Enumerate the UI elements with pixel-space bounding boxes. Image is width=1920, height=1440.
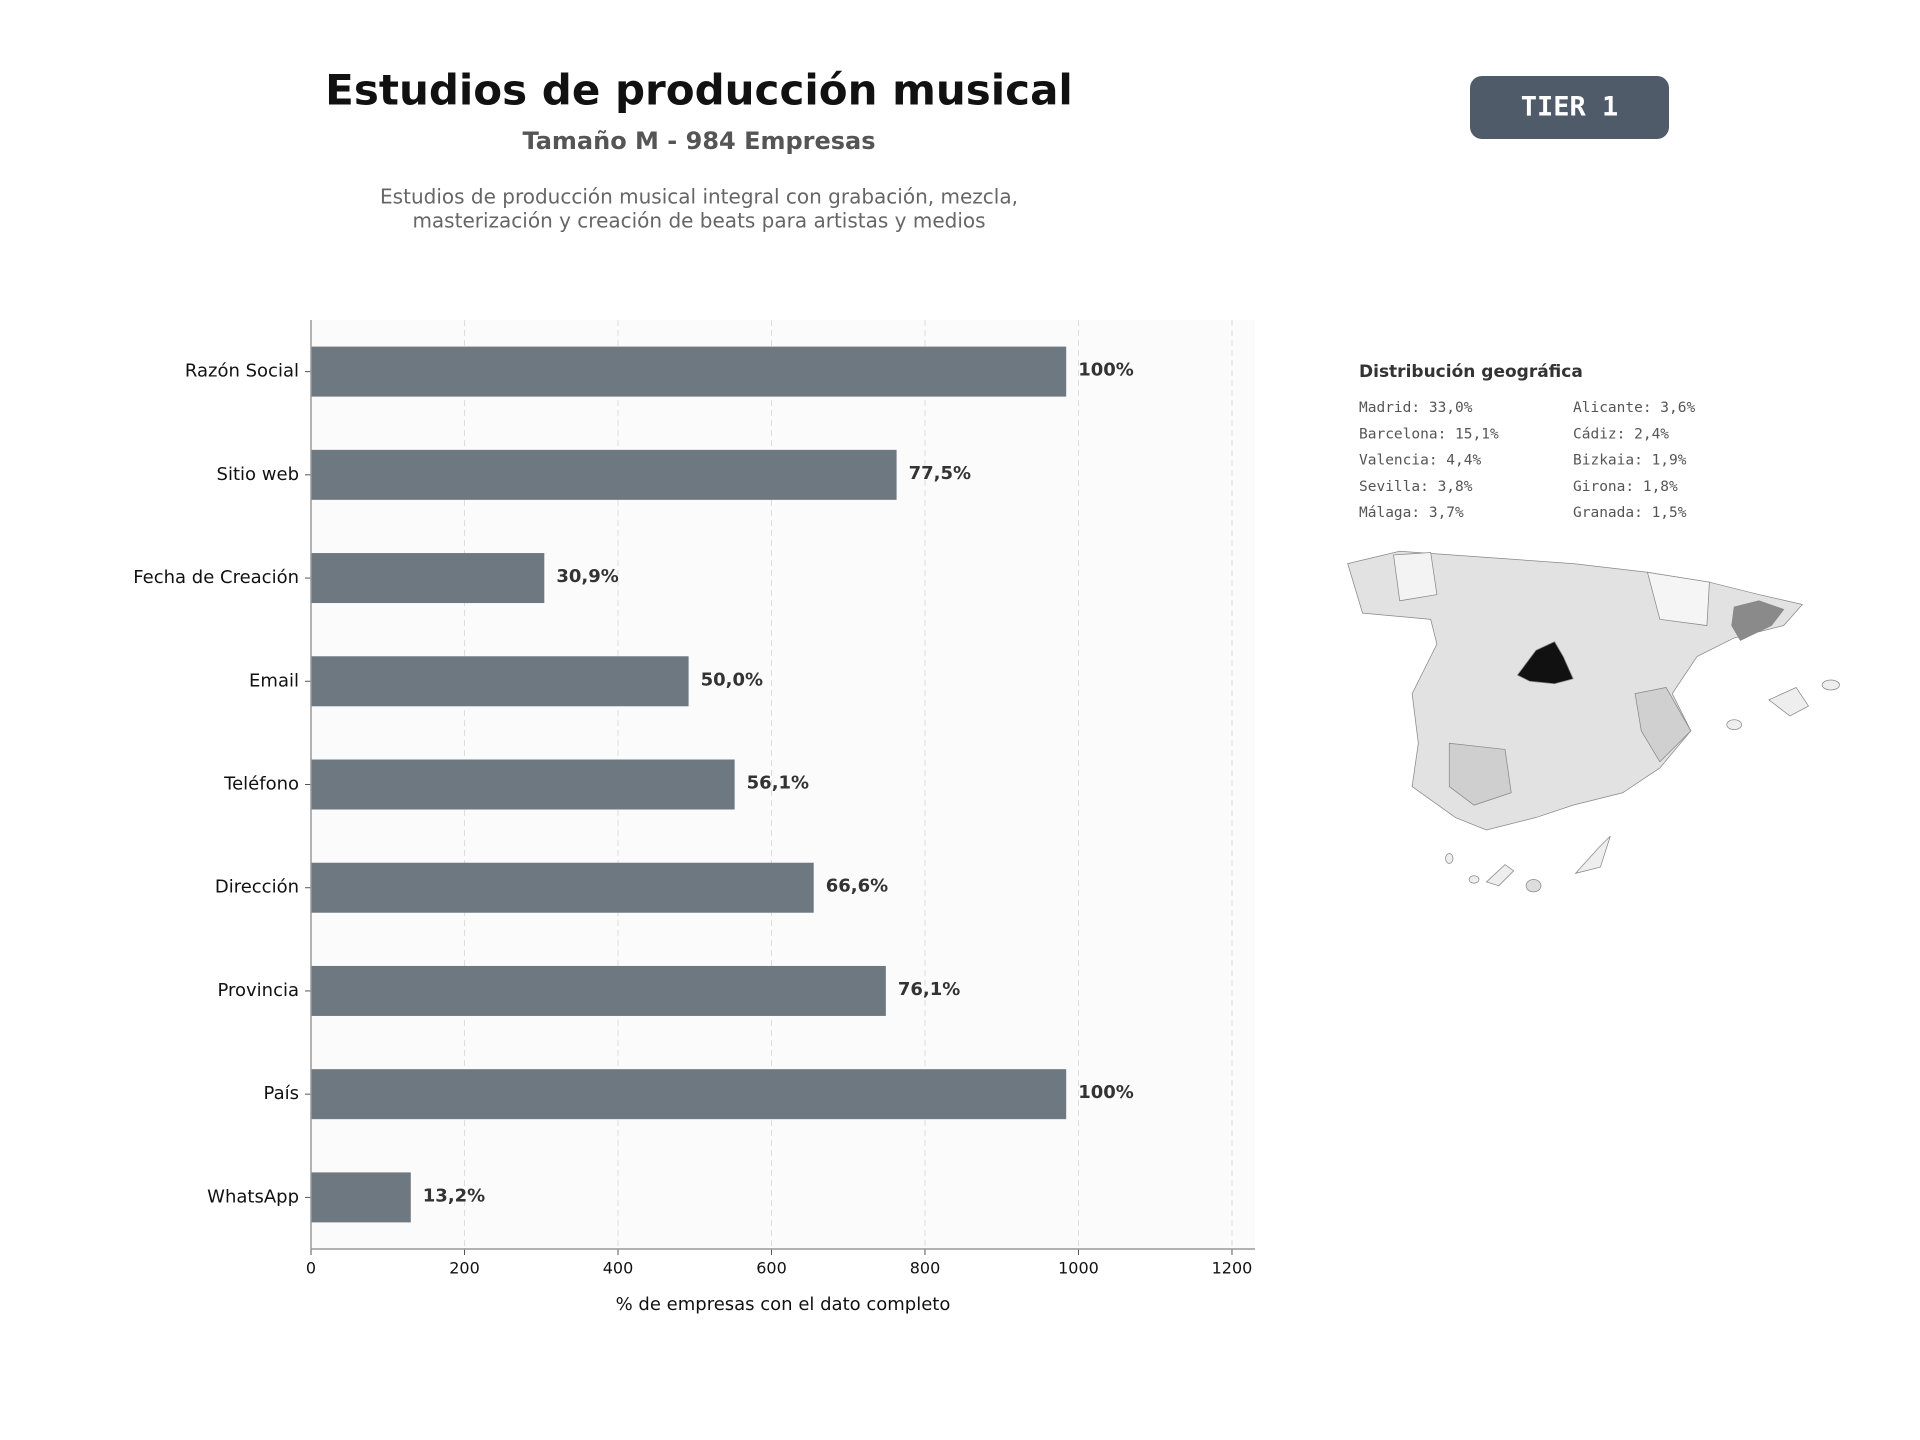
x-tick-label: 600 — [756, 1259, 787, 1278]
map-island — [1768, 687, 1810, 717]
bar — [311, 1172, 411, 1223]
x-tick-label: 0 — [306, 1259, 316, 1278]
value-label: 13,2% — [423, 1185, 485, 1206]
y-tick-label: Sitio web — [217, 464, 299, 485]
map-region — [1731, 600, 1785, 641]
y-tick-label: País — [264, 1083, 299, 1104]
map-island — [1468, 875, 1480, 884]
value-label: 66,6% — [826, 876, 888, 897]
map-title: Distribución geográfica — [1359, 362, 1583, 382]
map-island — [1445, 853, 1454, 864]
x-tick-label: 1000 — [1058, 1259, 1099, 1278]
bar — [311, 1069, 1067, 1120]
plot: 0 200 400 600 800 1000 1200 Razón Social 100% Sit… — [133, 320, 1252, 1278]
value-label: 56,1% — [747, 773, 809, 794]
y-tick-label: WhatsApp — [207, 1186, 299, 1207]
map-legend-item: Barcelona: 15,1% — [1359, 426, 1499, 442]
description-line: Estudios de producción musical integral … — [380, 185, 1018, 209]
x-tick-label: 200 — [449, 1259, 480, 1278]
bar — [311, 449, 897, 500]
map-legend-item: Sevilla: 3,8% — [1359, 479, 1473, 495]
y-tick-label: Email — [249, 670, 299, 691]
x-axis-label: % de empresas con el dato completo — [616, 1294, 951, 1315]
map-legend-item: Madrid: 33,0% — [1359, 400, 1473, 416]
badge-text: TIER 1 — [1521, 92, 1619, 123]
map-legend-item: Cádiz: 2,4% — [1573, 426, 1669, 442]
chart-title: Estudios de producción musical — [325, 66, 1073, 115]
y-tick-label: Razón Social — [185, 361, 299, 382]
map-legend-item: Girona: 1,8% — [1573, 479, 1678, 495]
map-region — [1516, 641, 1574, 685]
map — [1347, 550, 1840, 893]
value-label: 50,0% — [701, 669, 763, 690]
map-legend-item: Málaga: 3,7% — [1359, 505, 1464, 521]
value-label: 30,9% — [556, 566, 618, 587]
bar — [311, 862, 814, 913]
badge — [1470, 76, 1669, 139]
map-island — [1485, 864, 1515, 887]
bar — [311, 656, 689, 707]
y-tick-label: Provincia — [217, 980, 299, 1001]
map-island — [1726, 719, 1742, 730]
map-legend-item: Granada: 1,5% — [1573, 505, 1687, 521]
map-region — [1448, 742, 1512, 806]
map-island — [1821, 679, 1840, 691]
chart-subtitle: Tamaño M - 984 Empresas — [522, 127, 875, 155]
map-region — [1634, 687, 1692, 763]
description-line: masterización y creación de beats para a… — [412, 209, 985, 233]
x-tick-label: 1200 — [1212, 1259, 1253, 1278]
map-legend: Madrid: 33,0% Barcelona: 15,1% Valencia: 4… — [1359, 400, 1695, 521]
map-legend-item: Alicante: 3,6% — [1573, 400, 1695, 416]
bar — [311, 553, 545, 604]
map-region — [1393, 552, 1438, 602]
map-legend-item: Bizkaia: 1,9% — [1573, 453, 1687, 469]
bar — [311, 346, 1067, 397]
map-legend-item: Valencia: 4,4% — [1359, 453, 1481, 469]
value-label: 77,5% — [909, 463, 971, 484]
bar — [311, 965, 886, 1016]
map-island — [1574, 835, 1611, 874]
bar — [311, 759, 735, 810]
map-island — [1525, 879, 1542, 893]
y-tick-label: Fecha de Creación — [133, 567, 299, 588]
x-tick-label: 800 — [910, 1259, 941, 1278]
map-region — [1646, 571, 1710, 626]
value-label: 100% — [1078, 1082, 1134, 1103]
value-label: 100% — [1078, 360, 1134, 381]
x-tick-label: 400 — [603, 1259, 634, 1278]
value-label: 76,1% — [898, 979, 960, 1000]
y-tick-label: Teléfono — [223, 774, 299, 795]
y-tick-label: Dirección — [215, 877, 299, 898]
